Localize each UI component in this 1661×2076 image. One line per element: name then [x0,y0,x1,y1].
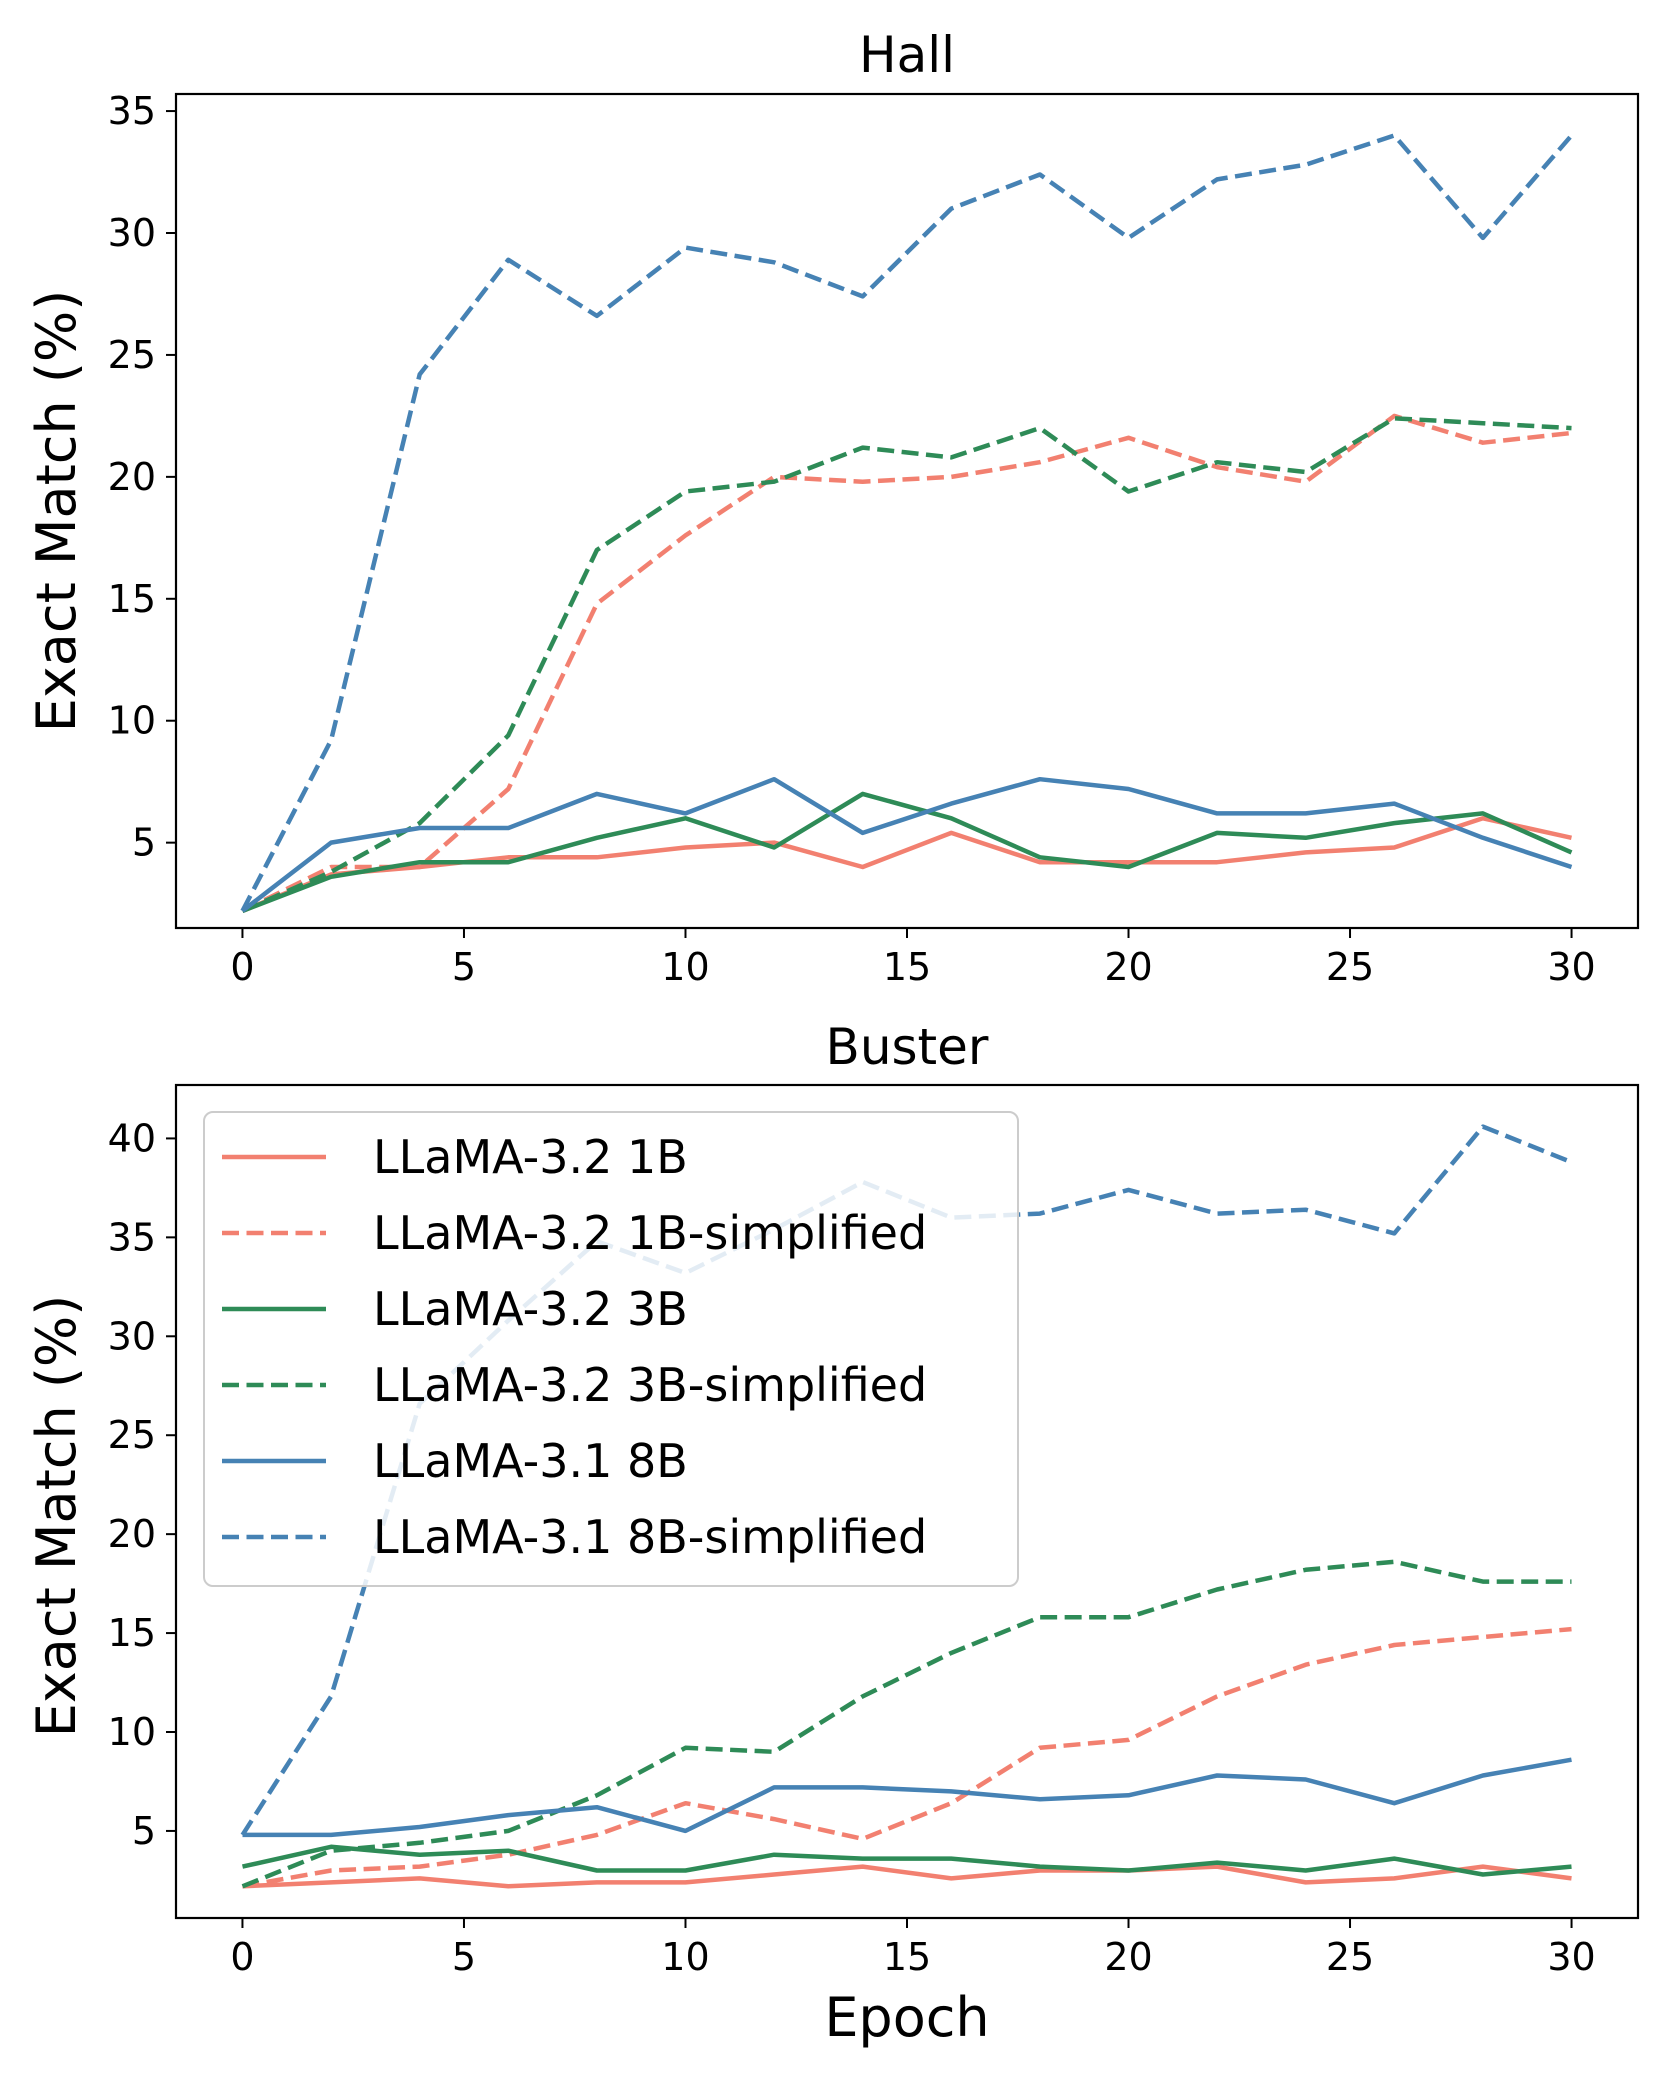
hall-series-llama-3-1-8b-simplified [240,133,1574,912]
buster-x-tick-label: 5 [452,1935,476,1979]
hall-y-tick-label: 25 [108,333,156,377]
legend-label-llama-3-2-1b: LLaMA-3.2 1B [373,1130,688,1184]
buster-series-llama-3-2-1b-simplified [242,1626,1572,1889]
buster-y-tick-label: 20 [108,1512,156,1556]
buster-y-tick-label: 15 [108,1611,156,1655]
buster-series-llama-3-1-8b [242,1757,1572,1838]
hall-series-llama-3-2-1b [241,816,1572,913]
hall-plot-frame [174,92,1640,930]
hall-series-llama-3-1-8b [241,776,1573,913]
legend-label-llama-3-1-8b-simplified: LLaMA-3.1 8B-simplified [373,1510,927,1564]
buster-x-tick-label: 0 [230,1935,254,1979]
buster-x-tick-label: 25 [1326,1935,1374,1979]
hall-lines [240,133,1574,913]
buster-y-axis-label: Exact Match (%) [25,1295,88,1738]
hall-y-tick-label: 5 [132,821,156,865]
buster-y-tick-label: 35 [108,1215,156,1259]
buster-y-tick-label: 40 [108,1116,156,1160]
legend-label-llama-3-2-3b-simplified: LLaMA-3.2 3B-simplified [373,1358,927,1412]
buster-x-tick-label: 20 [1104,1935,1152,1979]
buster-series-llama-3-2-3b [242,1844,1572,1877]
hall-y-tick-label: 35 [108,89,156,133]
buster-x-tick-label: 10 [661,1935,709,1979]
hall-x-tick-label: 20 [1104,945,1152,989]
hall-y-tick-label: 20 [108,455,156,499]
buster-y-tick-label: 10 [108,1710,156,1754]
hall-y-tick-label: 15 [108,577,156,621]
buster-series-llama-3-2-3b-simplified [241,1559,1572,1889]
hall-ticks: 0 5 10 15 20 25 30 5 10 15 20 25 30 35 [108,89,1596,989]
buster-y-tick-label: 5 [132,1809,156,1853]
hall-x-tick-label: 15 [883,945,931,989]
hall-y-axis-label: Exact Match (%) [25,290,88,733]
buster-y-tick-label: 25 [108,1413,156,1457]
hall-chart: Hall Exact Match (%) 0 5 10 15 20 25 30 5 10 15 20… [25,26,1640,989]
legend-label-llama-3-2-1b-simplified: LLaMA-3.2 1B-simplified [373,1206,927,1260]
buster-x-tick-label: 30 [1547,1935,1595,1979]
legend: LLaMA-3.2 1B LLaMA-3.2 1B-simplified LLaMA… [203,1111,1019,1587]
hall-x-tick-label: 5 [452,945,476,989]
buster-x-tick-label: 15 [883,1935,931,1979]
legend-label-llama-3-2-3b: LLaMA-3.2 3B [373,1282,688,1336]
buster-plot-frame [174,1083,1640,1920]
buster-series-llama-3-2-1b [242,1864,1572,1889]
legend-box [203,1111,1019,1587]
hall-title: Hall [859,26,955,84]
hall-x-tick-label: 10 [661,945,709,989]
hall-x-tick-label: 0 [230,945,254,989]
hall-x-tick-label: 25 [1326,945,1374,989]
hall-series-llama-3-2-3b [241,791,1573,913]
buster-x-axis-label: Epoch [824,1986,989,2049]
hall-y-tick-label: 30 [108,211,156,255]
buster-chart: Buster Exact Match (%) Epoch 0 5 10 15 20 25 3… [25,1018,1640,2049]
buster-title: Buster [826,1018,989,1076]
hall-series-llama-3-2-3b-simplified [241,416,1572,913]
buster-ticks: 0 5 10 15 20 25 30 5 10 15 20 25 30 35 40 [108,1116,1596,1979]
hall-series-llama-3-2-1b-simplified [241,413,1572,913]
buster-y-tick-label: 30 [108,1314,156,1358]
legend-label-llama-3-1-8b: LLaMA-3.1 8B [373,1434,688,1488]
hall-y-tick-label: 10 [108,699,156,743]
hall-x-tick-label: 30 [1547,945,1595,989]
